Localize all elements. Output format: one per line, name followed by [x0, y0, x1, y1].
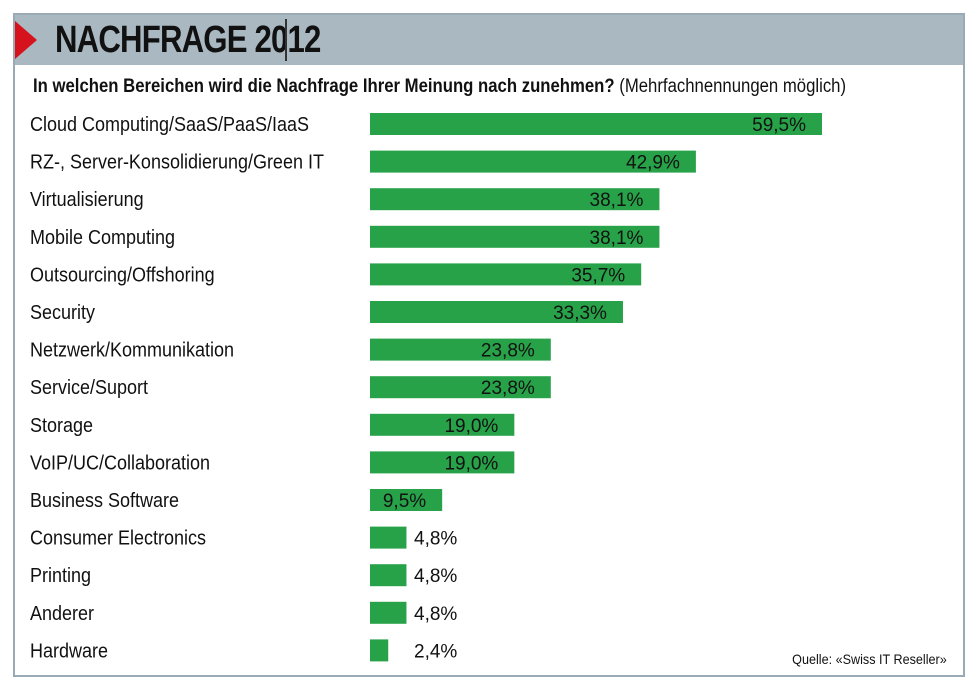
- category-label: Virtualisierung: [30, 189, 144, 211]
- category-label: Netzwerk/Kommunikation: [30, 340, 234, 362]
- category-label: Storage: [30, 415, 93, 437]
- category-label: VoIP/UC/Collaboration: [30, 453, 210, 475]
- value-label: 9,5%: [383, 491, 426, 512]
- category-label: Consumer Electronics: [30, 528, 206, 550]
- bar: [370, 601, 407, 624]
- category-label: Business Software: [30, 490, 179, 512]
- chart-title: NACHFRAGE 2012: [55, 19, 321, 61]
- category-label: Anderer: [30, 603, 95, 625]
- category-label: Printing: [30, 565, 91, 587]
- category-label: RZ-, Server-Konsolidierung/Green IT: [30, 152, 324, 174]
- value-label: 19,0%: [444, 453, 498, 474]
- header-separator: [285, 19, 287, 61]
- value-label: 19,0%: [444, 416, 498, 437]
- category-label: Cloud Computing/SaaS/PaaS/IaaS: [30, 114, 309, 136]
- bar: [370, 263, 642, 286]
- value-label: 4,8%: [414, 604, 457, 625]
- bar: [370, 301, 623, 323]
- bar: [370, 150, 696, 173]
- bar: [370, 639, 389, 662]
- bar: [370, 188, 660, 211]
- header-band: NACHFRAGE 2012: [15, 15, 963, 65]
- value-label: 23,8%: [481, 341, 535, 362]
- red-arrow-icon: [15, 21, 37, 59]
- bar: [370, 451, 515, 474]
- category-label: Service/Suport: [30, 377, 149, 399]
- bar: [370, 225, 660, 248]
- question-text: In welchen Bereichen wird die Nachfrage …: [33, 76, 615, 97]
- bar: [370, 564, 407, 587]
- bar: [370, 338, 551, 361]
- value-label: 2,4%: [414, 641, 457, 662]
- category-label: Mobile Computing: [30, 227, 175, 249]
- value-label: 33,3%: [553, 303, 607, 324]
- bar: [370, 526, 407, 549]
- bar: [370, 376, 551, 399]
- value-label: 4,8%: [414, 529, 457, 550]
- source-note: Quelle: «Swiss IT Reseller»: [792, 651, 947, 667]
- value-label: 23,8%: [481, 378, 535, 399]
- question-note: (Mehrfachnennungen möglich): [619, 76, 847, 97]
- category-label: Security: [30, 302, 95, 324]
- value-label: 38,1%: [590, 190, 644, 211]
- value-label: 4,8%: [414, 566, 457, 587]
- chart-question: In welchen Bereichen wird die Nachfrage …: [33, 76, 846, 98]
- value-label: 38,1%: [590, 228, 644, 249]
- value-label: 59,5%: [752, 115, 806, 136]
- category-label: Hardware: [30, 641, 108, 663]
- value-label: 35,7%: [571, 265, 625, 286]
- bar: [370, 113, 822, 135]
- bar: [370, 413, 515, 436]
- category-label: Outsourcing/Offshoring: [30, 265, 215, 287]
- value-label: 42,9%: [626, 153, 680, 174]
- bar: [370, 489, 443, 511]
